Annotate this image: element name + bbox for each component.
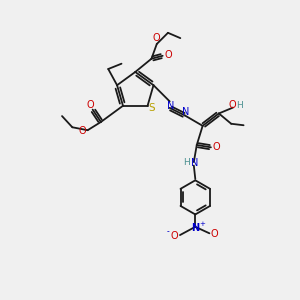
Text: +: + — [199, 221, 205, 227]
Text: S: S — [149, 103, 155, 113]
Text: H: H — [183, 158, 190, 167]
Text: O: O — [153, 33, 160, 43]
Text: H: H — [236, 101, 243, 110]
Text: N: N — [167, 101, 174, 111]
Text: N: N — [191, 223, 200, 233]
Text: O: O — [229, 100, 236, 110]
Text: O: O — [86, 100, 94, 110]
Text: -: - — [166, 228, 169, 237]
Text: O: O — [212, 142, 220, 152]
Text: O: O — [171, 231, 178, 241]
Text: O: O — [164, 50, 172, 60]
Text: O: O — [79, 126, 86, 136]
Text: N: N — [182, 107, 189, 117]
Text: N: N — [191, 158, 198, 168]
Text: O: O — [211, 229, 218, 239]
